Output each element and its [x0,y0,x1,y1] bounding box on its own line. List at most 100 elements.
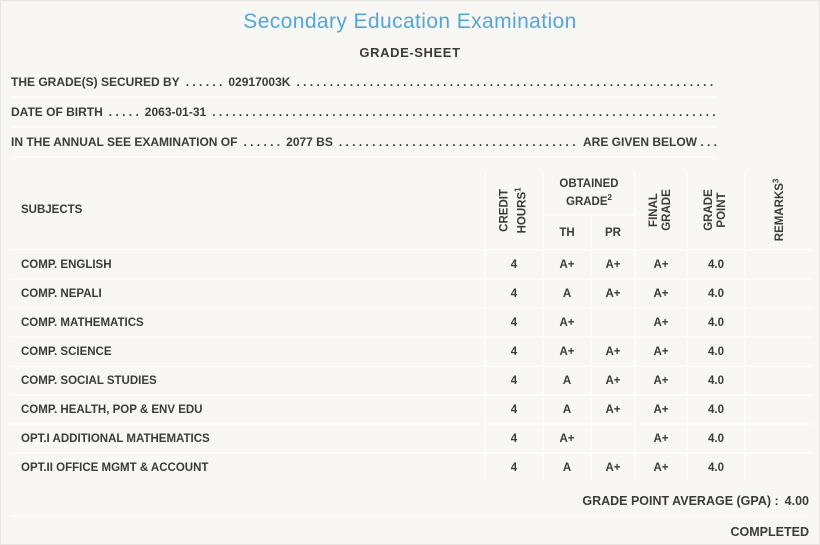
th-grade-cell: A+ [544,338,590,365]
th-grade-cell: A+ [544,309,590,336]
column-header-th: TH [544,216,590,249]
remarks-cell [746,454,811,481]
header-line: GRADE2 [566,191,612,209]
header-line: POINT [716,192,728,228]
pr-grade-cell: A+ [592,454,634,481]
gpa-label: GRADE POINT AVERAGE (GPA) : [582,493,779,508]
rotated-label: FINAL GRADE [648,189,674,231]
header-line: REMARKS3 [770,179,788,242]
dot-leader: . . . . . . [243,135,281,149]
footnote-marker: 3 [771,178,781,184]
subject-cell: COMP. SCIENCE [9,338,484,365]
summary-footer: GRADE POINT AVERAGE (GPA) : 4.00 COMPLET… [11,486,809,544]
subject-cell: OPT.II OFFICE MGMT & ACCOUNT [9,454,484,481]
rotated-label: REMARKS3 [770,179,788,242]
info-label: IN THE ANNUAL SEE EXAMINATION OF [11,135,238,149]
credit-hours-cell: 4 [486,280,542,307]
th-grade-cell: A [544,396,590,423]
subject-cell: COMP. ENGLISH [9,251,484,278]
remarks-cell [746,425,811,452]
date-of-birth-value: 2063-01-31 [144,105,207,119]
header-text: HOURS [516,191,529,233]
column-header-obtained-grade: OBTAINED GRADE2 [544,171,634,214]
grade-point-cell: 4.0 [688,338,744,365]
final-grade-cell: A+ [636,425,686,452]
grade-point-cell: 4.0 [688,280,744,307]
header-line: GRADE [703,189,715,231]
final-grade-cell: A+ [636,454,686,481]
column-header-pr: PR [592,216,634,249]
column-header-final-grade: FINAL GRADE [636,171,686,249]
result-status-line: COMPLETED [11,517,809,544]
column-header-grade-point: GRADE POINT [688,171,744,249]
subject-cell: COMP. SOCIAL STUDIES [9,367,484,394]
final-grade-cell: A+ [636,338,686,365]
grade-point-cell: 4.0 [688,454,744,481]
header-line: HOURS1 [512,187,530,233]
gpa-line: GRADE POINT AVERAGE (GPA) : 4.00 [11,486,809,517]
subject-cell: OPT.I ADDITIONAL MATHEMATICS [9,425,484,452]
subject-cell: COMP. NEPALI [9,280,484,307]
final-grade-cell: A+ [636,367,686,394]
result-status: COMPLETED [730,524,809,539]
final-grade-cell: A+ [636,251,686,278]
header-line: GRADE [661,189,673,231]
header-line: CREDIT [498,188,511,232]
remarks-cell [746,396,811,423]
pr-grade-cell: A+ [592,338,634,365]
info-label: DATE OF BIRTH [11,105,103,119]
column-header-credit-hours: CREDIT HOURS1 [486,171,542,249]
info-line-grades-secured-by: THE GRADE(S) SECURED BY . . . . . . 0291… [11,68,717,98]
pr-grade-cell: A+ [592,367,634,394]
subject-cell: COMP. HEALTH, POP & ENV EDU [9,396,484,423]
dot-leader: . . . . . . . . . . . . . . . . . . . . … [212,105,717,119]
credit-hours-cell: 4 [486,367,542,394]
th-grade-cell: A [544,454,590,481]
pr-grade-cell: A+ [592,251,634,278]
grade-point-cell: 4.0 [688,309,744,336]
gpa-value: 4.00 [784,493,809,508]
grades-table: SUBJECTS CREDIT HOURS1 OBTAINED GRADE2 T… [9,171,811,481]
dot-leader: . . . . . . . . . . . . . . . . . . . . … [338,135,577,149]
th-grade-cell: A+ [544,425,590,452]
page-title: Secondary Education Examination [243,10,577,33]
pr-grade-cell [592,425,634,452]
credit-hours-cell: 4 [486,454,542,481]
credit-hours-cell: 4 [486,338,542,365]
remarks-cell [746,338,811,365]
header-text: REMARKS [774,183,787,242]
rotated-label: CREDIT HOURS1 [499,187,530,233]
footnote-marker: 1 [513,187,523,192]
footnote-marker: 2 [607,192,612,202]
grade-point-cell: 4.0 [688,367,744,394]
grade-point-cell: 4.0 [688,425,744,452]
final-grade-cell: A+ [636,280,686,307]
grade-point-cell: 4.0 [688,251,744,278]
info-label-suffix: ARE GIVEN BELOW . . . [582,135,717,149]
remarks-cell [746,251,811,278]
remarks-cell [746,367,811,394]
info-line-examination-year: IN THE ANNUAL SEE EXAMINATION OF . . . .… [11,128,717,158]
credit-hours-cell: 4 [486,425,542,452]
pr-grade-cell [592,309,634,336]
remarks-cell [746,280,811,307]
th-grade-cell: A [544,280,590,307]
candidate-info: THE GRADE(S) SECURED BY . . . . . . 0291… [11,68,809,158]
pr-grade-cell: A+ [592,280,634,307]
header-line: FINAL [648,193,660,227]
info-line-date-of-birth: DATE OF BIRTH . . . . . 2063-01-31 . . .… [11,98,717,128]
grade-point-cell: 4.0 [688,396,744,423]
dot-leader: . . . . . . [185,75,223,89]
column-header-subjects: SUBJECTS [9,171,484,249]
dot-leader: . . . . . . . . . . . . . . . . . . . . … [296,75,717,89]
column-header-remarks: REMARKS3 [746,171,811,249]
remarks-cell [746,309,811,336]
examination-year-value: 2077 BS [286,135,333,149]
pr-grade-cell: A+ [592,396,634,423]
credit-hours-cell: 4 [486,251,542,278]
th-grade-cell: A+ [544,251,590,278]
credit-hours-cell: 4 [486,309,542,336]
final-grade-cell: A+ [636,309,686,336]
info-label: THE GRADE(S) SECURED BY [11,75,180,89]
